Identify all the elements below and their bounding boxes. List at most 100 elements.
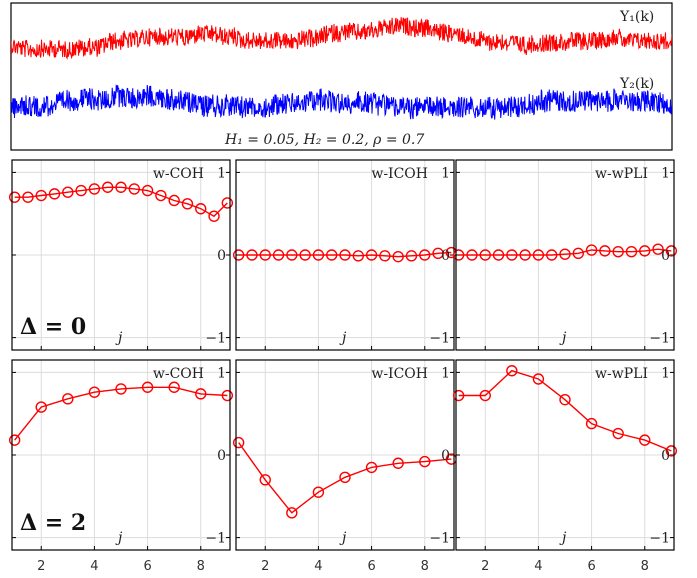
data-point <box>612 427 624 440</box>
panel-2-2: −1 0 1 w-ICOH j 2 4 6 8 <box>232 359 458 574</box>
data-point <box>532 373 545 385</box>
x-tick-label: 8 <box>641 559 649 574</box>
panel-2-3: −1 0 1 w-wPLI j 2 4 6 8 <box>452 359 678 574</box>
y-tick-label: 0 <box>661 448 670 464</box>
data-point <box>339 471 351 484</box>
data-point <box>585 417 598 430</box>
x-tick-label: 4 <box>314 559 322 574</box>
data-point <box>195 203 207 215</box>
panel-frame <box>455 359 675 551</box>
series-y2-trace <box>11 84 672 120</box>
y-tick-label: 0 <box>661 248 670 264</box>
data-point <box>405 250 418 262</box>
y-tick-label: −1 <box>649 531 670 547</box>
x-axis-label: j <box>115 330 123 346</box>
x-tick-label: 2 <box>37 559 45 574</box>
data-point <box>299 249 311 261</box>
panel-1-2: −1 0 1 w-ICOH j <box>232 159 458 351</box>
data-point <box>128 183 140 195</box>
y-tick-label: 1 <box>441 165 450 181</box>
x-axis-label: j <box>339 330 347 346</box>
data-point <box>559 393 571 406</box>
panel-frame <box>11 359 231 551</box>
data-point <box>419 249 431 261</box>
y-tick-label: 0 <box>441 448 450 464</box>
data-point <box>559 248 571 260</box>
data-point <box>665 445 678 457</box>
data-point <box>339 249 351 261</box>
series-line <box>238 442 452 514</box>
y-tick-label: 1 <box>217 165 226 181</box>
data-point <box>392 457 404 469</box>
data-point <box>102 181 114 193</box>
panel-title: w-ICOH <box>371 166 428 182</box>
data-point <box>532 249 545 261</box>
y-tick-label: −1 <box>649 331 670 347</box>
coherence-panels: −1 0 1 w-COH j −1 0 1 w-ICOH j −1 0 1 w-wPLI j −1 0 1 w-CO… <box>8 159 678 574</box>
data-point <box>221 389 234 402</box>
data-point <box>612 245 624 258</box>
data-point <box>419 455 431 468</box>
data-point <box>492 249 505 261</box>
panel-title: w-ICOH <box>371 366 428 382</box>
data-point <box>221 197 234 209</box>
data-point <box>155 189 167 202</box>
time-series-panel: Y₁(k) Y₂(k) H₁ = 0.05, H₂ = 0.2, ρ = 0.7 <box>10 2 673 151</box>
data-point <box>8 434 21 446</box>
delta-label-row-1: Δ = 0 <box>20 314 86 340</box>
data-point <box>392 250 404 263</box>
data-point <box>208 210 220 222</box>
x-tick-label: 4 <box>90 559 98 574</box>
y-tick-label: 1 <box>661 365 670 381</box>
data-point <box>506 365 518 377</box>
x-axis-label: j <box>115 530 123 546</box>
data-point <box>35 401 47 413</box>
data-point <box>259 249 271 261</box>
x-tick-label: 6 <box>367 559 375 574</box>
data-point <box>22 191 34 203</box>
data-point <box>665 245 678 257</box>
data-point <box>585 244 598 256</box>
series-line <box>14 386 228 441</box>
y-tick-label: 1 <box>661 165 670 181</box>
x-tick-label: 2 <box>481 559 489 574</box>
y-tick-label: −1 <box>205 331 226 347</box>
data-point <box>88 183 101 195</box>
x-tick-label: 6 <box>587 559 595 574</box>
data-point <box>75 184 87 197</box>
x-tick-label: 2 <box>261 559 269 574</box>
data-point <box>639 434 651 446</box>
panel-frame <box>235 359 455 551</box>
panel-1-3: −1 0 1 w-wPLI j <box>452 159 678 351</box>
x-tick-label: 6 <box>143 559 151 574</box>
data-point <box>181 198 194 210</box>
panel-1-1: −1 0 1 w-COH j <box>8 159 234 351</box>
series-y2-label: Y₂(k) <box>619 76 654 92</box>
y-tick-label: 1 <box>217 365 226 381</box>
panel-title: w-wPLI <box>595 366 648 382</box>
panel-title: w-wPLI <box>595 166 648 182</box>
data-point <box>312 486 325 498</box>
data-point <box>232 436 245 449</box>
data-point <box>195 388 207 400</box>
data-point <box>141 184 154 197</box>
data-point <box>452 389 465 402</box>
data-point <box>168 194 180 207</box>
data-point <box>326 249 338 261</box>
y-tick-label: 0 <box>217 248 226 264</box>
y-tick-label: 0 <box>441 248 450 264</box>
panel-frame <box>11 159 231 351</box>
data-point <box>62 186 74 198</box>
x-tick-label: 8 <box>197 559 205 574</box>
data-point <box>259 474 271 486</box>
panel-title: w-COH <box>153 366 204 382</box>
data-point <box>506 249 518 261</box>
data-point <box>352 250 364 262</box>
data-point <box>88 386 101 398</box>
x-tick-label: 4 <box>534 559 542 574</box>
data-point <box>312 249 325 261</box>
series-y1-trace <box>11 17 672 60</box>
data-point <box>286 249 298 261</box>
data-point <box>115 383 127 395</box>
data-point <box>466 249 478 261</box>
